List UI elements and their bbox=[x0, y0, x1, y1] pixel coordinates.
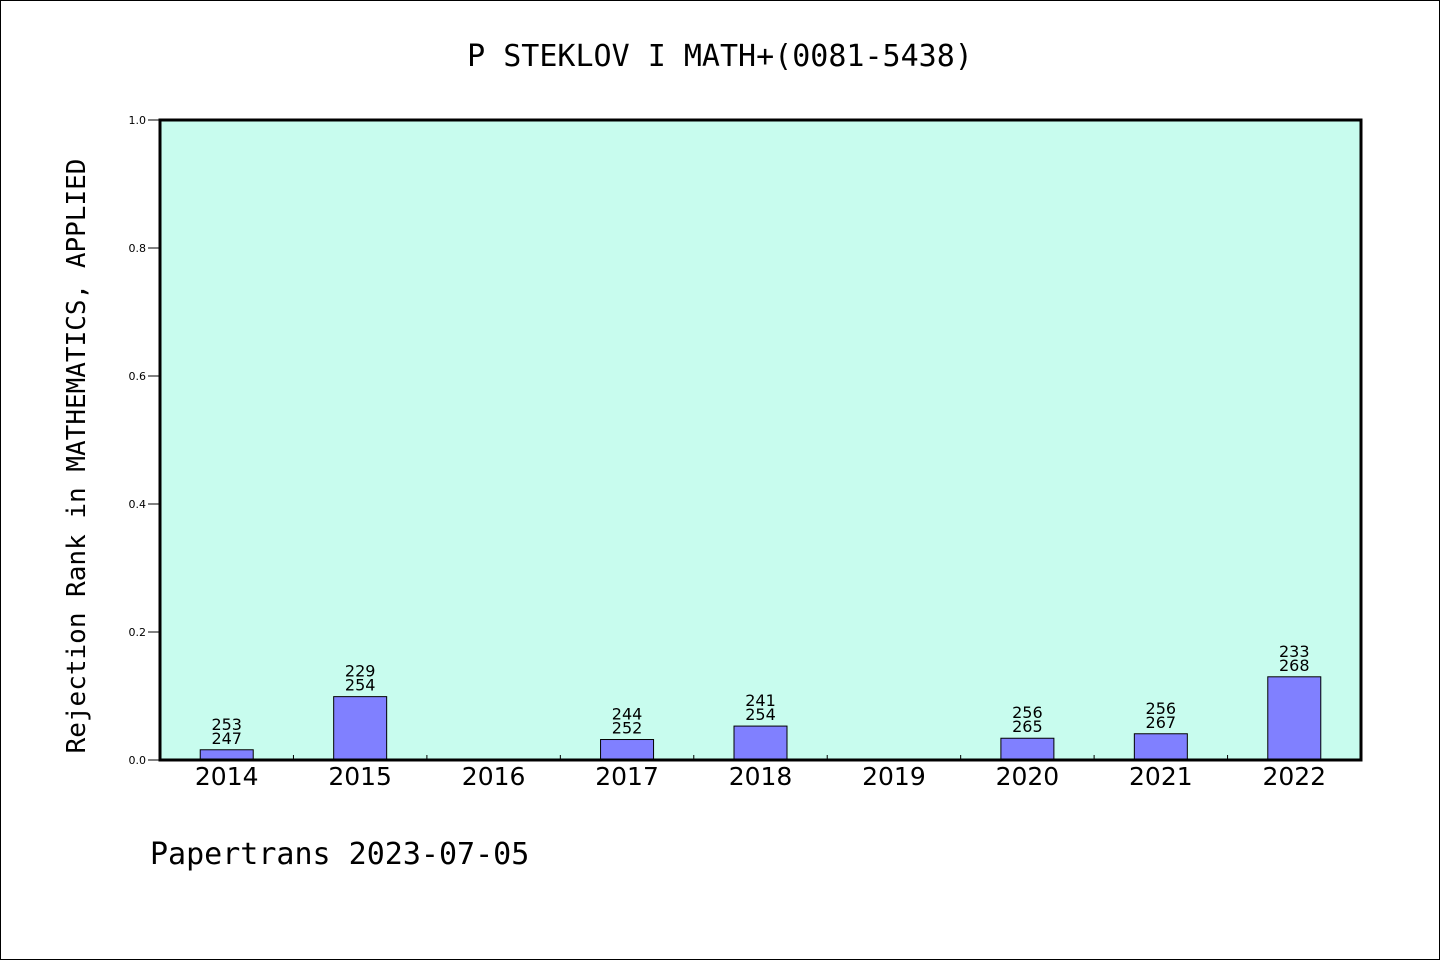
x-tick-label: 2020 bbox=[996, 762, 1060, 791]
bar-label-top: 244 bbox=[612, 705, 643, 724]
bar-label-bottom: 252 bbox=[612, 719, 643, 738]
y-axis-label: Rejection Rank in MATHEMATICS, APPLIED bbox=[62, 159, 92, 754]
plot-area bbox=[160, 120, 1361, 760]
y-tick-label: 0.4 bbox=[129, 498, 147, 511]
x-tick-label: 2016 bbox=[462, 762, 526, 791]
bar bbox=[199, 749, 254, 761]
bar-label-top: 241 bbox=[745, 691, 776, 710]
bar-label-top: 253 bbox=[211, 715, 242, 734]
bar-label-bottom: 265 bbox=[1012, 717, 1043, 736]
bar-label-bottom: 267 bbox=[1146, 713, 1177, 732]
y-axis: 0.0 0.2 0.4 0.6 0.8 1.0 bbox=[129, 114, 160, 767]
bar-label-bottom: 247 bbox=[211, 729, 242, 748]
x-tick-label: 2018 bbox=[729, 762, 793, 791]
y-tick-label: 0.8 bbox=[129, 242, 147, 255]
bar bbox=[733, 725, 788, 761]
chart-title: P STEKLOV I MATH+(0081-5438) bbox=[467, 39, 973, 74]
bar bbox=[333, 696, 388, 761]
bar-label-bottom: 254 bbox=[345, 676, 376, 695]
plot-border bbox=[158, 118, 1363, 762]
bar bbox=[600, 739, 655, 761]
x-tick-label: 2015 bbox=[328, 762, 392, 791]
bar-label-bottom: 254 bbox=[745, 705, 776, 724]
bar bbox=[1267, 676, 1322, 761]
bar-label-top: 256 bbox=[1012, 703, 1043, 722]
footer-label: Papertrans 2023-07-05 bbox=[150, 837, 529, 872]
x-tick-label: 2022 bbox=[1262, 762, 1326, 791]
y-tick-label: 0.0 bbox=[129, 754, 147, 767]
x-tick-label: 2019 bbox=[862, 762, 926, 791]
y-tick-label: 1.0 bbox=[129, 114, 147, 127]
bar-label-top: 233 bbox=[1279, 642, 1310, 661]
x-tick-label: 2017 bbox=[595, 762, 659, 791]
bar bbox=[1133, 733, 1188, 761]
bar-label-bottom: 268 bbox=[1279, 656, 1310, 675]
x-axis: 2014 2015 2016 2017 2018 2019 2020 2021 2022 bbox=[195, 755, 1326, 791]
y-tick-label: 0.2 bbox=[129, 626, 147, 639]
bar bbox=[1000, 737, 1055, 761]
x-tick-label: 2014 bbox=[195, 762, 259, 791]
bar-label-top: 229 bbox=[345, 662, 376, 681]
bar-label-top: 256 bbox=[1146, 699, 1177, 718]
x-tick-label: 2021 bbox=[1129, 762, 1193, 791]
y-tick-label: 0.6 bbox=[129, 370, 147, 383]
